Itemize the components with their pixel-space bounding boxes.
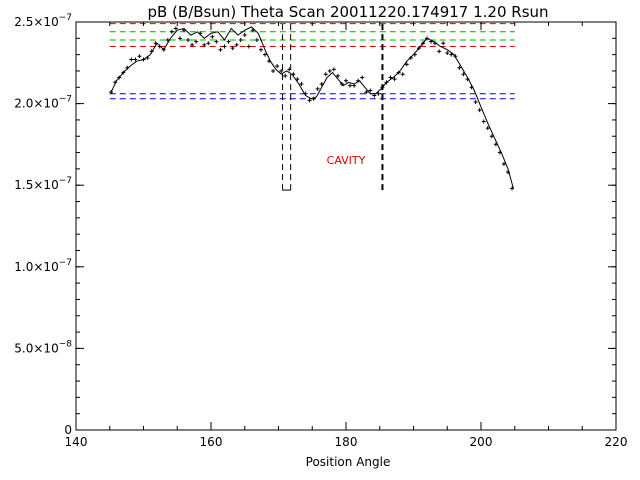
x-tick-label: 220 [605,435,628,449]
x-tick-label: 200 [470,435,493,449]
y-tick-label: 5.0×10−8 [14,339,72,355]
data-point [392,77,397,82]
y-tick-exponent: −7 [59,258,72,268]
data-point [230,46,235,51]
chart-title: pB (B/Bsun) Theta Scan 20011220.174917 1… [147,3,548,21]
data-series [109,26,515,191]
data-point [254,37,259,42]
data-point [368,88,373,93]
y-tick-label: 1.5×10−7 [14,176,72,192]
y-tick-label: 2.0×10−7 [14,95,72,111]
data-point [210,34,215,39]
data-point [190,42,195,47]
data-point [360,75,365,80]
x-tick-label: 180 [335,435,358,449]
data-point [323,72,328,77]
x-axis-label: Position Angle [306,455,391,469]
data-point [173,26,178,31]
data-point [186,37,191,42]
data-point [299,82,304,87]
data-point [335,73,340,78]
data-point [489,134,494,139]
data-point [344,78,348,83]
data-point [222,44,227,49]
data-point [271,68,276,73]
data-point [315,86,320,91]
plot-frame [75,21,617,431]
data-point [331,67,336,72]
data-point [206,41,211,46]
data-point [133,57,138,62]
data-point [275,64,280,69]
data-point [246,44,251,49]
data-point [242,33,247,38]
data-point [287,67,292,72]
data-point [307,98,312,103]
data-point [169,29,174,34]
x-axis: 140 160 180 200 220 [65,22,628,449]
data-point [449,52,454,57]
x-tick-label: 140 [65,435,88,449]
data-point [501,161,506,166]
y-tick-exponent: −7 [59,13,72,23]
data-point [348,83,353,88]
y-tick-label: 1.0×10−7 [14,258,72,274]
y-tick-exponent: −7 [59,95,72,105]
data-point [473,99,478,104]
data-point [238,37,243,42]
data-point [400,72,405,77]
y-tick-label: 2.5×10−7 [14,13,72,29]
data-point [388,75,393,80]
data-point [263,52,267,57]
data-point [129,57,134,62]
y-tick-exponent: −7 [59,176,72,186]
data-point [457,65,462,70]
data-point [461,72,466,77]
data-point [258,47,263,52]
data-point [234,42,239,47]
data-point [485,126,490,131]
data-point [218,47,223,52]
cavity-annotation: CAVITY [327,154,366,167]
data-point [481,119,486,124]
data-point [445,51,450,56]
data-point [437,49,442,54]
smoothed-series-line [110,26,514,189]
data-point [279,68,284,73]
y-axis: 0 5.0×10−8 1.0×10−7 1.5×10−7 2.0×10−7 2.5×10−… [14,13,616,437]
data-point [477,108,482,113]
data-point [376,91,381,96]
data-point [194,39,199,44]
reference-lines [109,23,515,191]
data-point [226,39,231,44]
x-tick-label: 160 [200,435,223,449]
data-point [137,54,142,59]
data-point [364,90,369,95]
data-point [177,36,182,41]
data-point [214,39,219,44]
data-point [283,73,288,78]
data-point [404,62,409,67]
y-tick-exponent: −8 [59,339,73,349]
data-point [295,77,300,82]
data-point [441,41,446,46]
data-point [202,42,207,47]
y-tick-label: 0 [64,423,72,437]
data-point [327,68,332,73]
